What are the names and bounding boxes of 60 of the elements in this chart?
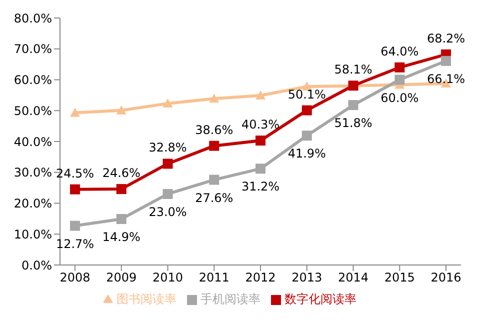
point	[302, 105, 312, 116]
point	[162, 98, 173, 108]
data-label: 12.7%	[56, 236, 94, 251]
y-tick-label: 40.0%	[14, 134, 52, 149]
data-label: 14.9%	[102, 230, 140, 244]
point	[256, 136, 266, 146]
data-label: 24.6%	[102, 166, 140, 180]
data-label: 64.0%	[380, 44, 419, 58]
point	[348, 100, 358, 110]
y-tick-label: 20.0%	[14, 196, 52, 211]
data-label: 27.6%	[195, 190, 234, 205]
x-tick-label: 2010	[152, 270, 184, 285]
point	[394, 74, 405, 85]
y-tick-label: 30.0%	[14, 166, 52, 180]
data-label: 60.0%	[380, 90, 419, 105]
data-label: 31.2%	[241, 180, 280, 194]
x-tick-label: 2016	[430, 270, 462, 285]
point	[70, 220, 80, 231]
point	[256, 90, 266, 100]
point	[256, 164, 266, 174]
x-tick-label: 2012	[245, 270, 276, 285]
point	[116, 105, 126, 114]
legend-label: 手机阅读率	[200, 292, 260, 306]
data-label: 50.1%	[288, 87, 326, 102]
point	[70, 184, 80, 194]
point	[70, 108, 80, 117]
y-tick-label: 10.0%	[14, 227, 52, 242]
data-label: 32.8%	[148, 140, 187, 155]
x-tick-label: 2013	[292, 270, 322, 285]
point	[302, 130, 312, 141]
point	[209, 94, 220, 103]
x-tick-label: 2014	[338, 270, 369, 285]
point	[209, 174, 220, 185]
y-tick-label: 0.0%	[22, 258, 52, 272]
point	[116, 184, 126, 194]
data-label: 23.0%	[148, 204, 187, 219]
point	[441, 56, 451, 66]
data-label: 66.1%	[426, 72, 466, 86]
x-tick-label: 2008	[60, 270, 90, 285]
point	[162, 188, 173, 199]
point	[162, 158, 173, 169]
x-tick-label: 2015	[384, 270, 415, 285]
x-tick-label: 2011	[198, 270, 230, 285]
legend-label: 图书阅读率	[116, 292, 176, 306]
data-label: 58.1%	[334, 62, 372, 77]
data-label: 38.6%	[195, 122, 234, 137]
data-label: 40.3%	[241, 118, 280, 132]
y-tick-label: 80.0%	[14, 11, 52, 26]
y-tick-label: 70.0%	[14, 42, 52, 56]
point	[209, 140, 220, 151]
data-label: 68.2%	[426, 31, 466, 46]
legend-label: 数字化阅读率	[284, 292, 356, 306]
point	[394, 62, 405, 72]
y-tick-label: 60.0%	[14, 73, 52, 88]
x-tick-label: 2009	[106, 270, 137, 285]
data-label: 51.8%	[334, 116, 372, 130]
point	[116, 214, 126, 224]
data-label: 24.5%	[56, 166, 94, 180]
y-tick-label: 50.0%	[14, 104, 52, 118]
data-label: 41.9%	[288, 146, 326, 161]
